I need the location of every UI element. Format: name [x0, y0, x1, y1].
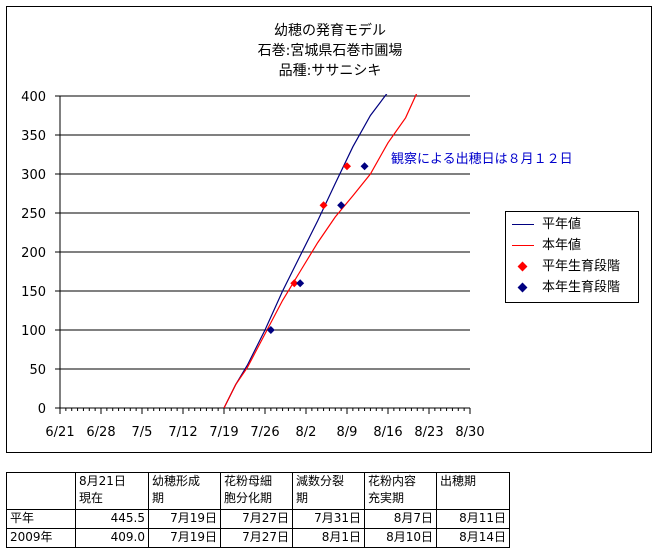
chart-title-line-3: 品種:ササニシキ	[278, 63, 382, 79]
y-tick-label: 50	[29, 363, 46, 378]
table-cell: 平年	[6, 509, 76, 529]
table-cell: 8月14日	[436, 528, 510, 548]
table-cell: 8月10日	[364, 528, 437, 548]
table-cell: 8月7日	[364, 509, 437, 529]
stage-table: 8月21日 現在 幼穂形成 期 花粉母細 胞分化期 減数分裂 期 花粉内容 充実…	[6, 472, 510, 548]
x-tick-label: 7/12	[168, 425, 197, 440]
table-cell: 7月31日	[292, 509, 365, 529]
y-tick-label: 400	[21, 90, 46, 105]
legend-diamond-symbol	[517, 261, 528, 272]
y-tick-label: 100	[21, 324, 46, 339]
table-row: 2009年 409.0 7月19日 7月27日 8月1日 8月10日 8月14日	[6, 528, 510, 548]
legend-item-normal-stage: 平年生育段階	[506, 257, 638, 277]
chart-plot: 0 50 100 150 200 250 300 350 400 6/21 6/28 7/5 7/12 7…	[21, 90, 573, 440]
table-cell: 7月19日	[148, 509, 221, 529]
table-cell: 7月19日	[148, 528, 221, 548]
stage-marker	[360, 162, 369, 171]
heading-annotation: 観察による出穂日は８月１２日	[391, 152, 573, 167]
x-tick-label: 8/30	[455, 425, 484, 440]
table-row: 平年 445.5 7月19日 7月27日 7月31日 8月7日 8月11日	[6, 509, 510, 529]
stage-marker	[343, 162, 351, 171]
chart-title-line-2: 石巻:宮城県石巻市圃場	[257, 43, 403, 59]
y-tick-label: 300	[21, 168, 46, 183]
stage-marker	[266, 326, 275, 334]
table-cell: 7月27日	[220, 528, 293, 548]
x-tick-label: 6/28	[86, 425, 115, 440]
y-tick-label: 200	[21, 246, 46, 261]
table-header-cell	[6, 472, 76, 510]
y-tick-label: 250	[21, 207, 46, 222]
table-header-cell: 花粉内容 充実期	[364, 472, 437, 510]
series-line-0	[223, 94, 388, 408]
stage-marker	[296, 279, 305, 288]
table-header-cell: 8月21日 現在	[75, 472, 149, 510]
y-tick-label: 0	[38, 402, 46, 417]
table-header-row: 8月21日 現在 幼穂形成 期 花粉母細 胞分化期 減数分裂 期 花粉内容 充実…	[6, 472, 510, 510]
x-tick-label: 7/19	[209, 425, 238, 440]
legend-line-symbol	[512, 245, 534, 246]
table-cell: 8月1日	[292, 528, 365, 548]
y-tick-label: 350	[21, 129, 46, 144]
table-cell: 409.0	[75, 528, 149, 548]
stage-marker	[319, 201, 328, 210]
table-header-cell: 出穂期	[436, 472, 510, 510]
table-header-cell: 減数分裂 期	[292, 472, 365, 510]
legend-item-current-line: 本年値	[506, 236, 638, 256]
legend-item-current-stage: 本年生育段階	[506, 278, 638, 298]
x-tick-label: 8/9	[337, 425, 358, 440]
x-tick-label: 7/5	[132, 425, 153, 440]
table-cell: 2009年	[6, 528, 76, 548]
legend-item-normal-line: 平年値	[506, 215, 638, 235]
table-header-cell: 幼穂形成 期	[148, 472, 221, 510]
chart-legend: 平年値 本年値 平年生育段階 本年生育段階	[505, 211, 639, 303]
legend-line-symbol	[512, 224, 534, 225]
stage-marker	[290, 279, 299, 288]
x-tick-label: 8/2	[296, 425, 317, 440]
x-tick-label: 8/16	[373, 425, 402, 440]
series-line-1	[223, 94, 418, 408]
legend-label: 本年生育段階	[542, 280, 621, 295]
x-tick-label: 8/23	[414, 425, 443, 440]
legend-diamond-symbol	[517, 282, 528, 293]
legend-label: 本年値	[542, 238, 582, 253]
x-tick-label: 7/26	[250, 425, 279, 440]
legend-label: 平年生育段階	[542, 259, 621, 274]
table-cell: 7月27日	[220, 509, 293, 529]
table-cell: 8月11日	[436, 509, 510, 529]
x-tick-label: 6/21	[45, 425, 74, 440]
chart-title-line-1: 幼穂の発育モデル	[274, 23, 386, 39]
table-cell: 445.5	[75, 509, 149, 529]
stage-marker	[337, 201, 346, 210]
table-header-cell: 花粉母細 胞分化期	[220, 472, 293, 510]
legend-label: 平年値	[542, 217, 582, 232]
y-tick-label: 150	[21, 285, 46, 300]
